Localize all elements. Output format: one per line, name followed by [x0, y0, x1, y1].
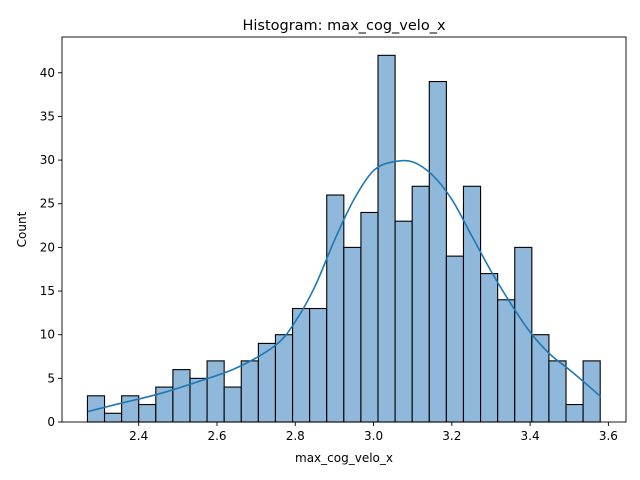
histogram-bar — [274, 334, 294, 423]
x-axis-label: max_cog_velo_x — [295, 451, 393, 465]
y-tick-label: 15 — [40, 284, 55, 298]
histogram-bar — [103, 412, 123, 423]
histogram-bar — [445, 255, 465, 423]
y-tick-label: 10 — [40, 328, 55, 342]
histogram-bar — [428, 80, 447, 423]
kde-line — [87, 159, 602, 413]
x-tick-label: 2.6 — [207, 429, 226, 443]
histogram-bar — [548, 360, 567, 423]
y-tick-label: 30 — [40, 153, 55, 167]
y-tick-label: 0 — [47, 415, 55, 429]
y-tick-label: 25 — [40, 197, 55, 211]
histogram-bar — [582, 360, 601, 423]
histogram-bar — [206, 360, 225, 423]
histogram-bar — [462, 185, 482, 423]
histogram-bar — [565, 403, 584, 423]
x-tick-label: 3.0 — [364, 429, 383, 443]
histogram-bar — [514, 246, 533, 423]
y-tick-label: 35 — [40, 109, 55, 123]
x-tick-label: 2.4 — [129, 429, 148, 443]
x-tick-label: 3.2 — [442, 429, 461, 443]
histogram-bar — [189, 377, 208, 423]
x-ticks-group: 2.4 2.6 2.8 3.0 3.2 3.4 3.6 — [129, 422, 618, 443]
y-tick-label: 40 — [40, 66, 55, 80]
histogram-bar — [480, 273, 499, 423]
histogram-bar — [497, 299, 516, 423]
histogram-bar — [240, 360, 259, 423]
x-tick-label: 3.4 — [521, 429, 540, 443]
histogram-bar — [360, 211, 379, 423]
histogram-bar — [138, 403, 157, 423]
y-ticks-group: 0 5 10 15 20 25 30 35 40 — [40, 66, 62, 429]
chart-title: Histogram: max_cog_velo_x — [242, 18, 446, 34]
histogram-bar — [326, 194, 345, 423]
histogram-bar — [172, 369, 191, 423]
histogram-bar — [411, 185, 430, 423]
histogram-bar — [377, 54, 396, 423]
x-tick-label: 3.6 — [599, 429, 618, 443]
y-axis-label: Count — [15, 211, 29, 247]
y-tick-label: 20 — [40, 240, 55, 254]
bars-group — [86, 54, 601, 423]
y-tick-label: 5 — [47, 371, 55, 385]
histogram-bar — [309, 307, 328, 423]
kde-group — [87, 159, 602, 413]
histogram-bar — [291, 307, 311, 423]
histogram-bar — [223, 386, 242, 423]
histogram-bar — [394, 220, 413, 423]
plot-frame — [61, 36, 627, 423]
histogram-bar — [343, 246, 362, 423]
histogram-bar — [531, 334, 550, 423]
x-tick-label: 2.8 — [286, 429, 305, 443]
